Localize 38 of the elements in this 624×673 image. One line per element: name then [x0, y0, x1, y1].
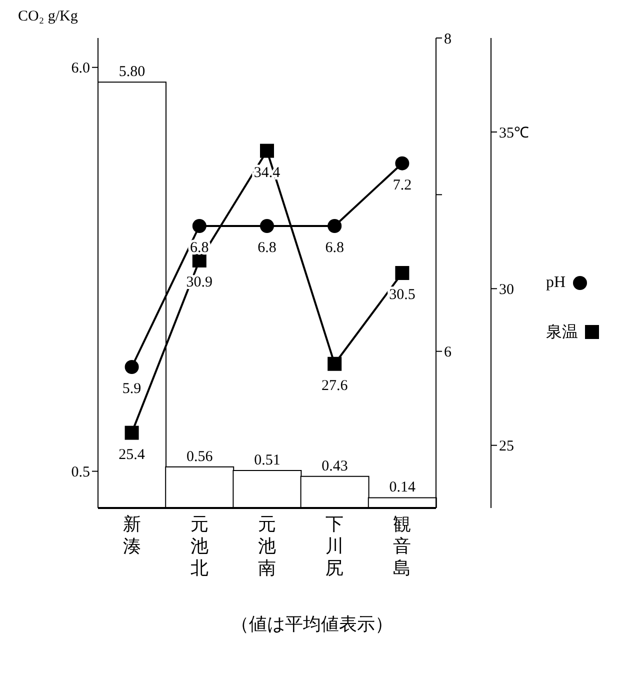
data-label: 6.8	[258, 240, 276, 256]
y-axis-title: CO₂ g/Kg	[18, 8, 78, 25]
data-label: 25.4	[118, 446, 146, 463]
point	[192, 219, 206, 233]
x-tick-label: 観音島	[393, 514, 412, 578]
point	[192, 253, 206, 268]
data-label: 0.56	[186, 448, 214, 465]
x-tick-label: 下川尻	[326, 514, 344, 578]
point	[328, 219, 342, 233]
x-tick-label: 元池南	[258, 514, 276, 578]
point	[260, 219, 274, 233]
y3-tick-label: 35℃	[499, 125, 529, 142]
data-label: 0.43	[322, 458, 348, 474]
y2-tick-label: 8	[444, 31, 452, 48]
x-tick-label: 元池北	[190, 514, 208, 578]
x-tick-label: 新湊	[122, 514, 141, 556]
data-label: 0.14	[389, 480, 416, 496]
point	[124, 360, 139, 374]
point	[260, 144, 274, 158]
legend-label: pH	[546, 274, 566, 292]
legend-label: 泉温	[546, 322, 578, 342]
y3-tick-label: 25	[499, 438, 514, 455]
data-label: 7.2	[392, 177, 412, 194]
data-label: 5.9	[122, 381, 142, 397]
data-label: 6.8	[325, 240, 344, 256]
y-tick-label: 0.5	[71, 464, 90, 481]
data-label: 5.80	[118, 64, 146, 80]
y3-tick-label: 30	[499, 282, 514, 298]
data-label: 30.5	[389, 287, 416, 303]
y-tick-label: 6.0	[71, 60, 90, 77]
data-label: 0.51	[254, 452, 280, 469]
text: （値は平均値表示）	[230, 613, 394, 636]
y2-tick-label: 6	[444, 344, 452, 361]
point	[395, 156, 410, 170]
point	[395, 266, 410, 280]
point	[328, 356, 342, 371]
data-label: 27.6	[321, 378, 348, 394]
point	[124, 426, 139, 440]
